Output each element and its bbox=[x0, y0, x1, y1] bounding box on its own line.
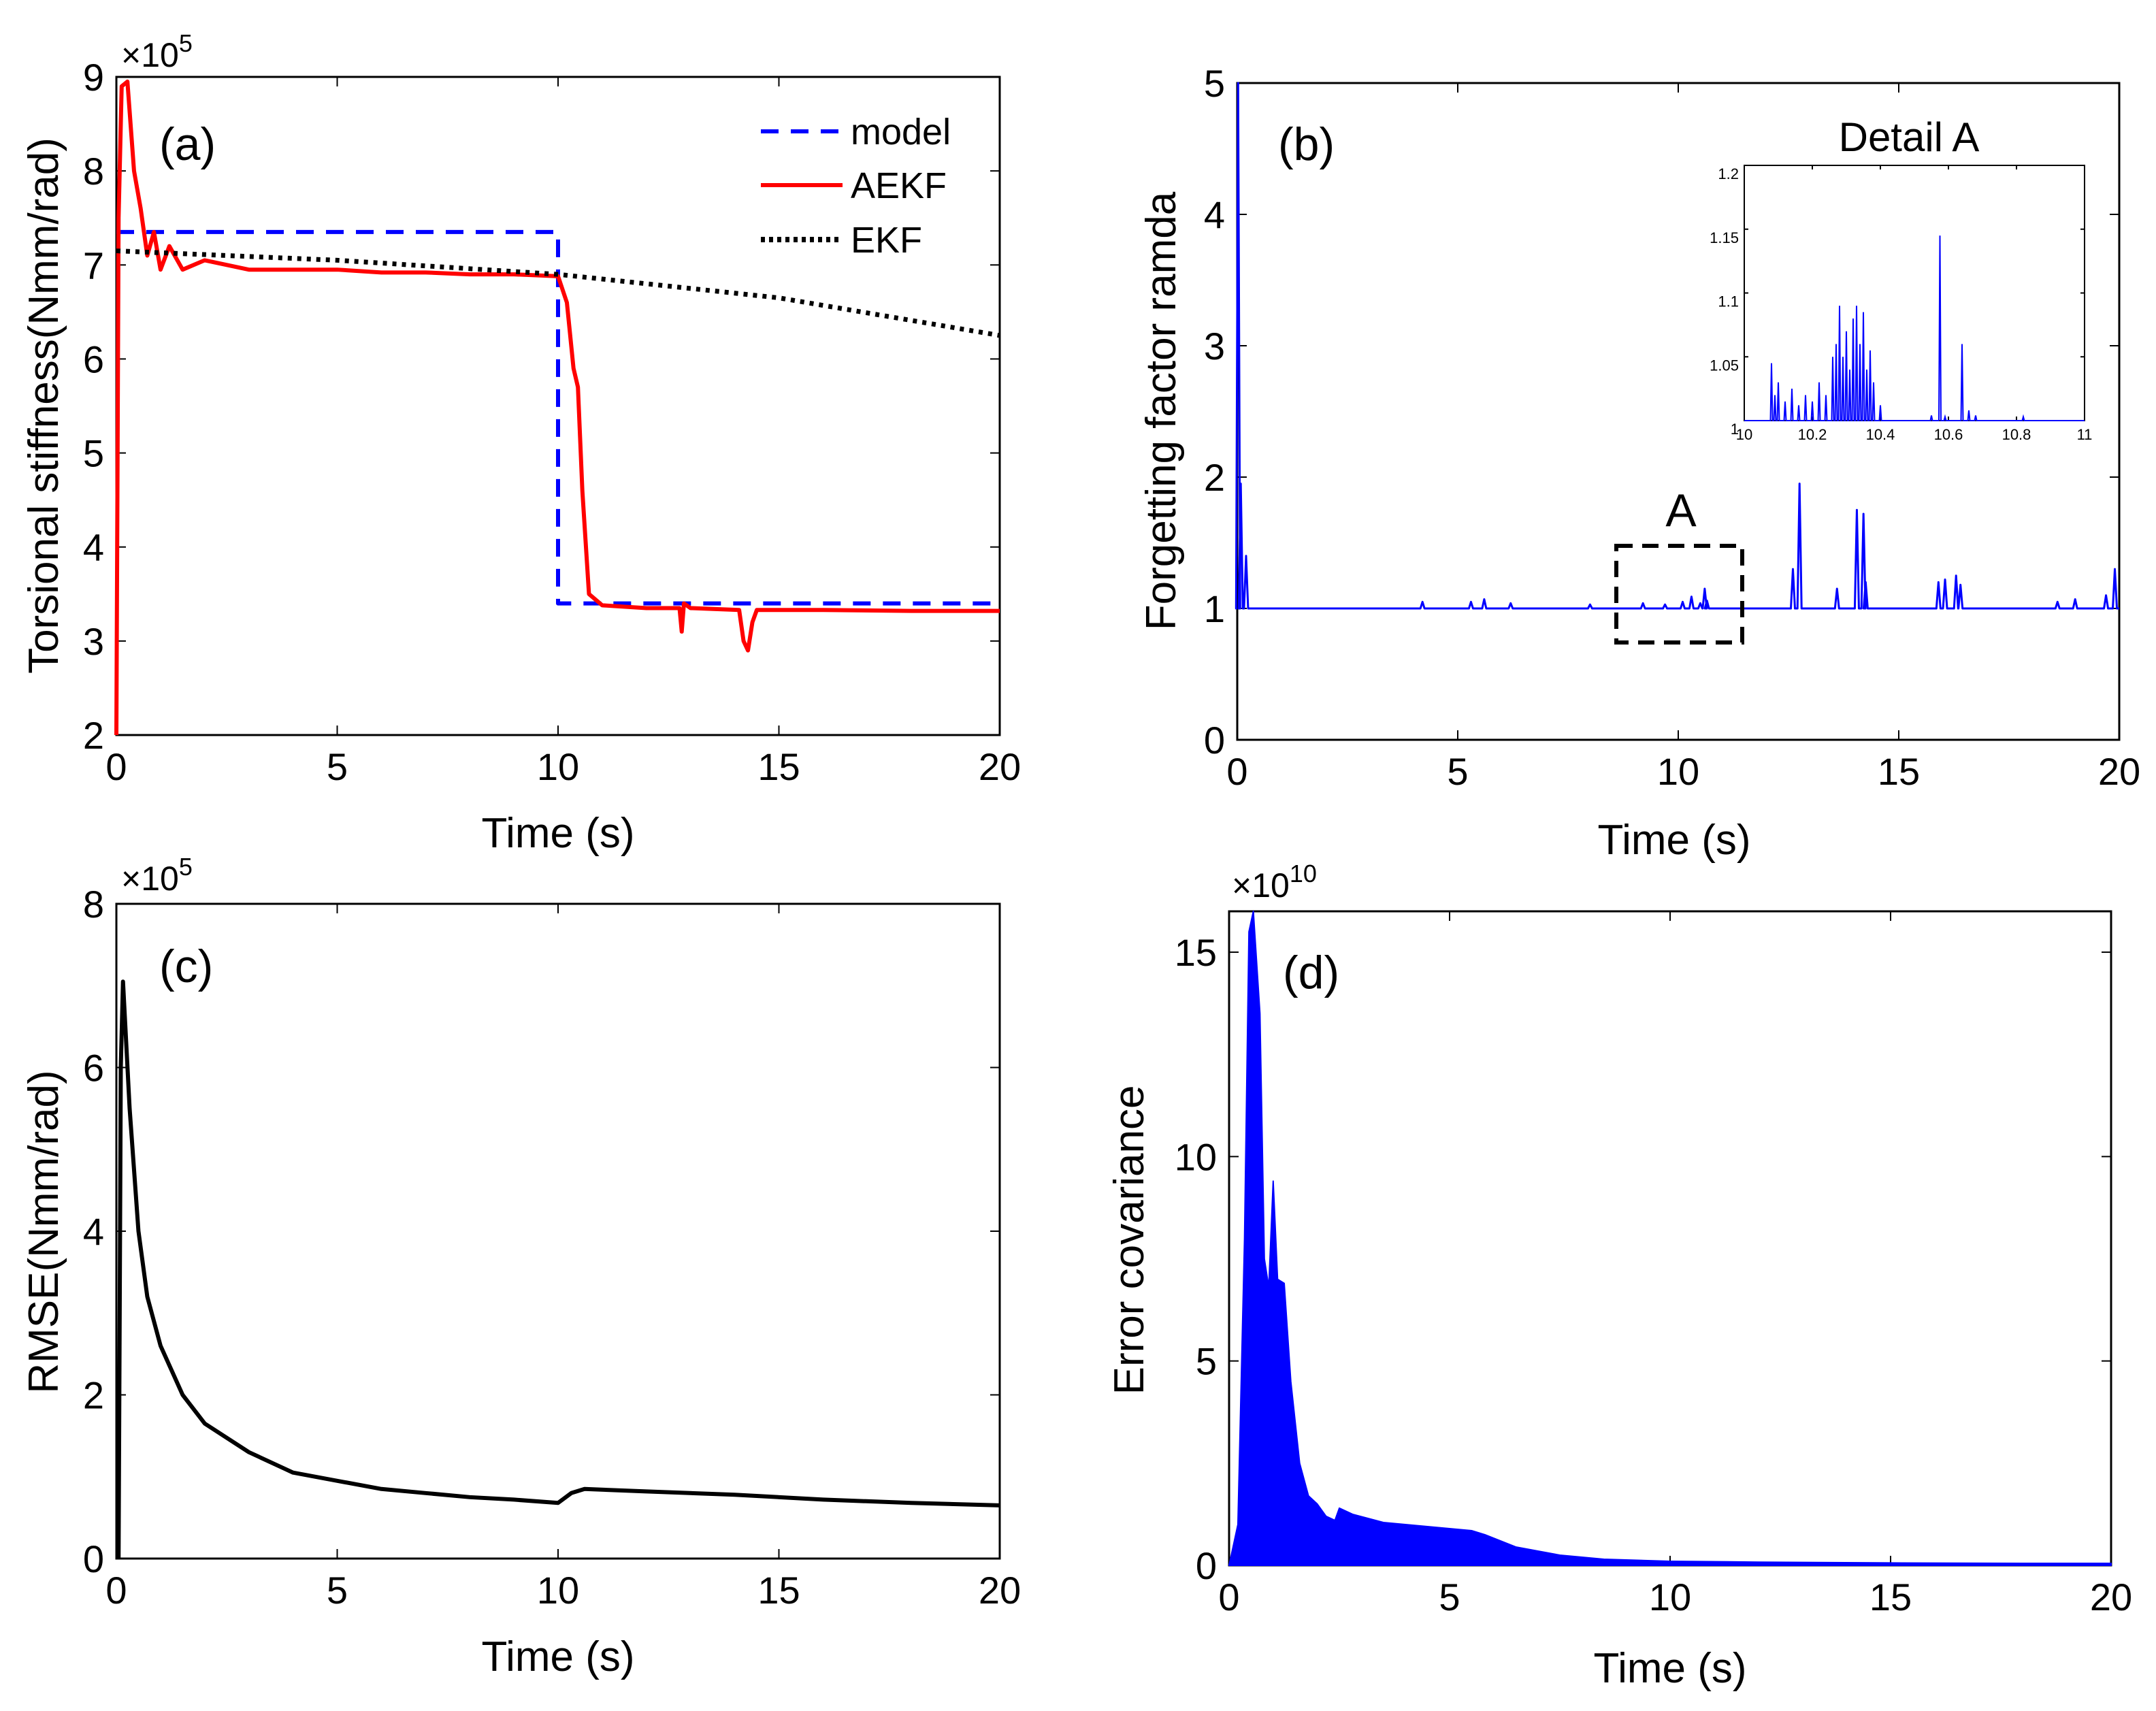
series-model-line bbox=[116, 229, 1000, 606]
panel-d-xtick-label: 0 bbox=[1218, 1576, 1239, 1618]
panel-c-marks: 0 5 10 15 20 0 2 4 6 8 bbox=[83, 883, 1021, 1612]
panel-c-xtick-label: 0 bbox=[105, 1569, 127, 1612]
panel-c-xtick-label: 15 bbox=[757, 1569, 800, 1612]
panel-b: 0 5 10 15 20 0 1 2 3 4 5 (b) Time (s) Forgetting f… bbox=[1138, 62, 2140, 864]
error-covariance-area bbox=[1228, 911, 2112, 1566]
panel-a-ytick-label: 4 bbox=[83, 526, 104, 569]
panel-a-ytick-label: 9 bbox=[83, 56, 104, 99]
panel-c-xtick-label: 10 bbox=[537, 1569, 579, 1612]
panel-c-multiplier: ×105 bbox=[121, 853, 193, 898]
inset-plot-area bbox=[1744, 165, 2085, 421]
inset-ytick-label: 1.05 bbox=[1710, 357, 1739, 374]
panel-b-xtick-label: 20 bbox=[2098, 750, 2140, 793]
panel-b-ytick-label: 4 bbox=[1204, 193, 1225, 236]
inset-xtick-label: 10 bbox=[1736, 426, 1752, 443]
panel-c-xtick-label: 20 bbox=[979, 1569, 1021, 1612]
legend-model-label: model bbox=[851, 112, 951, 152]
panel-b-xlabel: Time (s) bbox=[1598, 817, 1751, 864]
panel-a-xtick-label: 10 bbox=[537, 745, 579, 788]
panel-d-plot-area bbox=[1228, 910, 2112, 1567]
series-aekf-line bbox=[114, 79, 1000, 736]
panel-c-ytick-label: 2 bbox=[83, 1374, 104, 1417]
panel-d-ylabel: Error covariance bbox=[1106, 1086, 1153, 1395]
panel-a-ylabel: Torsional stiffness(Nmm/rad) bbox=[20, 137, 67, 674]
panel-b-ytick-label: 1 bbox=[1204, 587, 1225, 630]
panel-a-xtick-label: 20 bbox=[979, 745, 1021, 788]
panel-b-ytick-label: 5 bbox=[1204, 62, 1225, 105]
detail-a-box bbox=[1614, 544, 1744, 645]
panel-a-ytick-label: 5 bbox=[83, 432, 104, 475]
legend-ekf-label: EKF bbox=[851, 220, 922, 261]
panel-d-label: (d) bbox=[1283, 947, 1339, 998]
inset-xtick-label: 10.2 bbox=[1798, 426, 1827, 443]
panel-b-ytick-label: 0 bbox=[1204, 719, 1225, 762]
detail-a-marker: A bbox=[1665, 485, 1697, 536]
inset-ytick-label: 1.15 bbox=[1710, 229, 1739, 246]
inset-xtick-label: 11 bbox=[2077, 426, 2093, 443]
inset-xtick-label: 10.6 bbox=[1934, 426, 1963, 443]
panel-a-xlabel: Time (s) bbox=[482, 810, 635, 857]
panel-a: 0 5 10 15 20 2 3 4 5 6 7 8 9 (a) ×105 Time (s) Torsi… bbox=[20, 29, 1021, 857]
panel-d-xtick-label: 20 bbox=[2090, 1576, 2132, 1618]
panel-a-multiplier: ×105 bbox=[121, 29, 193, 74]
panel-a-ytick-label: 7 bbox=[83, 244, 104, 287]
panel-d-xlabel: Time (s) bbox=[1594, 1645, 1747, 1692]
inset-xtick-label: 10.4 bbox=[1866, 426, 1895, 443]
panel-d-ytick-label: 15 bbox=[1175, 931, 1217, 974]
panel-d-ytick-label: 10 bbox=[1175, 1135, 1217, 1178]
inset-xtick-label: 10.8 bbox=[2002, 426, 2031, 443]
legend-aekf-label: AEKF bbox=[851, 165, 947, 206]
panel-c: 0 5 10 15 20 0 2 4 6 8 (c) ×105 Time (s) RMSE(Nmm… bbox=[20, 853, 1021, 1680]
panel-a-marks: 0 5 10 15 20 2 3 4 5 6 7 8 9 bbox=[83, 56, 1021, 788]
panel-b-xtick-label: 0 bbox=[1226, 750, 1247, 793]
panel-c-plot-area bbox=[115, 902, 1001, 1560]
panel-d-marks: 0 5 10 15 20 0 5 10 15 bbox=[1175, 911, 2132, 1618]
panel-d-multiplier: ×1010 bbox=[1232, 860, 1317, 905]
panel-c-xlabel: Time (s) bbox=[482, 1633, 635, 1680]
panel-b-ylabel: Forgetting factor ramda bbox=[1138, 191, 1185, 630]
panel-c-ytick-label: 6 bbox=[83, 1047, 104, 1090]
panel-d-xtick-label: 5 bbox=[1439, 1576, 1460, 1618]
inset-title: Detail A bbox=[1839, 114, 1980, 160]
panel-b-xtick-label: 10 bbox=[1657, 750, 1699, 793]
rmse-line bbox=[116, 979, 1000, 1559]
panel-a-ytick-label: 3 bbox=[83, 620, 104, 663]
panel-a-xtick-label: 5 bbox=[327, 745, 348, 788]
panel-a-legend: model AEKF EKF bbox=[761, 112, 951, 261]
panel-a-ytick-label: 6 bbox=[83, 338, 104, 380]
panel-c-label: (c) bbox=[159, 941, 213, 992]
panel-d: 0 5 10 15 20 0 5 10 15 (d) ×1010 Time (s) Error … bbox=[1106, 860, 2132, 1692]
panel-c-ytick-label: 0 bbox=[83, 1537, 104, 1580]
inset-ytick-label: 1.2 bbox=[1718, 165, 1739, 182]
panel-b-xtick-label: 15 bbox=[1878, 750, 1920, 793]
panel-b-label: (b) bbox=[1278, 118, 1335, 170]
panel-a-xtick-label: 15 bbox=[757, 745, 800, 788]
inset-series-line bbox=[1744, 235, 2085, 421]
panel-c-ytick-label: 4 bbox=[83, 1210, 104, 1253]
panel-b-xtick-label: 5 bbox=[1447, 750, 1468, 793]
panel-a-ytick-label: 8 bbox=[83, 150, 104, 193]
panel-d-xtick-label: 10 bbox=[1649, 1576, 1691, 1618]
forgetting-factor-line bbox=[1235, 82, 2119, 610]
panel-c-ytick-label: 8 bbox=[83, 883, 104, 926]
panel-b-ytick-label: 3 bbox=[1204, 325, 1225, 368]
panel-b-marks: 0 5 10 15 20 0 1 2 3 4 5 bbox=[1204, 62, 2140, 793]
panel-a-xtick-label: 0 bbox=[105, 745, 127, 788]
inset-ytick-label: 1 bbox=[1731, 421, 1739, 438]
inset-ytick-label: 1.1 bbox=[1718, 293, 1739, 310]
series-ekf-line bbox=[116, 248, 1000, 338]
panel-a-label: (a) bbox=[159, 118, 216, 170]
panel-c-ylabel: RMSE(Nmm/rad) bbox=[20, 1070, 67, 1393]
panel-d-xtick-label: 15 bbox=[1869, 1576, 1912, 1618]
panel-a-ytick-label: 2 bbox=[83, 714, 104, 757]
panel-b-ytick-label: 2 bbox=[1204, 456, 1225, 499]
panel-d-ytick-label: 0 bbox=[1196, 1544, 1217, 1587]
panel-d-ytick-label: 5 bbox=[1196, 1340, 1217, 1383]
panel-c-xtick-label: 5 bbox=[327, 1569, 348, 1612]
